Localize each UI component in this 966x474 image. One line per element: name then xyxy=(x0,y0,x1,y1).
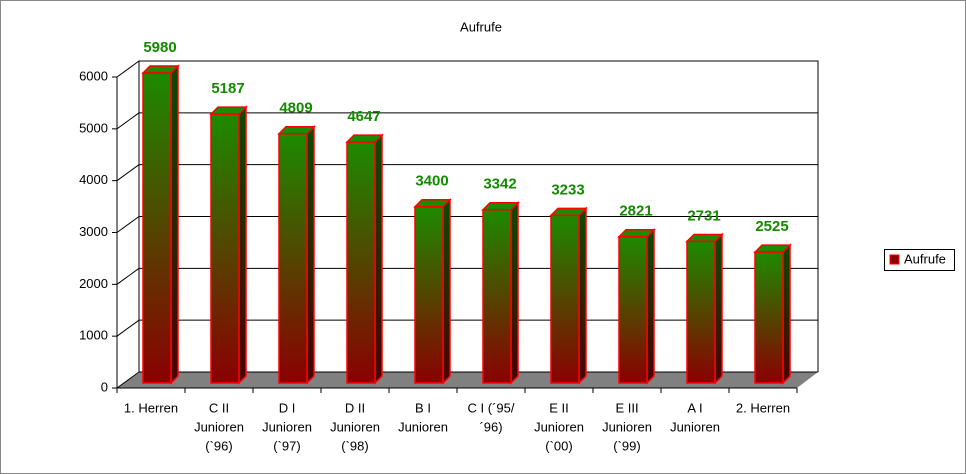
bar-side xyxy=(170,64,179,385)
x-tick-label: Junioren xyxy=(670,419,720,434)
bar xyxy=(346,141,376,384)
bar-top xyxy=(277,125,316,135)
y-tick-label: 1000 xyxy=(79,328,108,343)
y-tick-label: 3000 xyxy=(79,224,108,239)
y-tick-label: 0 xyxy=(101,379,108,394)
x-tick-label: ´96) xyxy=(479,419,502,434)
value-label: 3400 xyxy=(415,173,448,190)
x-tick-label: Junioren xyxy=(194,419,244,434)
bar-top xyxy=(685,233,724,243)
bar xyxy=(142,72,172,384)
chart-title: Aufrufe xyxy=(460,19,502,34)
y-tick-label: 2000 xyxy=(79,276,108,291)
y-tick-label: 6000 xyxy=(79,68,108,83)
y-tick-label: 4000 xyxy=(79,172,108,187)
x-tick-label: (`99) xyxy=(613,438,640,453)
value-label: 2525 xyxy=(755,218,788,235)
wall-line xyxy=(116,164,140,182)
legend xyxy=(884,249,955,271)
bar xyxy=(482,209,512,384)
bar xyxy=(414,206,444,384)
bar-top xyxy=(481,202,520,211)
bar-side xyxy=(442,197,451,385)
bar-top xyxy=(209,106,248,115)
x-tick-label: C II xyxy=(209,400,229,415)
bar xyxy=(686,240,716,384)
bar xyxy=(550,214,580,384)
x-tick-label: D II xyxy=(345,400,365,415)
wall-line xyxy=(116,60,140,78)
value-label: 3233 xyxy=(551,181,584,198)
bar-top xyxy=(413,199,452,208)
x-tick-label: E II xyxy=(549,400,569,415)
wall-line xyxy=(116,371,140,389)
x-tick-label: Junioren xyxy=(262,419,312,434)
x-tick-label: Junioren xyxy=(330,419,380,434)
x-tick-label: 2. Herren xyxy=(736,400,790,415)
wall-line xyxy=(116,216,140,233)
x-tick-label: (`98) xyxy=(341,438,368,453)
bar xyxy=(210,113,240,384)
legend-swatch xyxy=(889,254,900,265)
x-tick-label: (`96) xyxy=(205,438,232,453)
bar-top xyxy=(617,229,656,238)
bar-top xyxy=(141,65,180,74)
bar xyxy=(754,251,784,384)
legend-label: Aufrufe xyxy=(904,251,946,266)
x-tick-label: C I (´95/ xyxy=(468,400,515,415)
bar-side xyxy=(510,200,519,385)
x-tick-label: (`97) xyxy=(273,438,300,453)
value-label: 2731 xyxy=(687,207,720,224)
x-tick-label: (`00) xyxy=(545,438,572,453)
bar-side xyxy=(238,105,247,385)
bar-side xyxy=(578,206,587,385)
bar-top xyxy=(549,207,588,217)
wall-line xyxy=(116,112,140,130)
bar-side xyxy=(646,227,655,385)
x-tick-label: Junioren xyxy=(534,419,584,434)
x-tick-label: 1. Herren xyxy=(124,400,178,415)
bar-side xyxy=(306,124,315,385)
wall-line xyxy=(116,267,140,285)
value-label: 4809 xyxy=(279,100,312,117)
x-tick-label: E III xyxy=(615,400,638,415)
bar-top xyxy=(753,244,792,253)
wall-line xyxy=(116,319,140,337)
value-label: 4647 xyxy=(347,108,380,125)
value-label: 3342 xyxy=(483,176,516,193)
bar-side xyxy=(782,243,791,385)
y-tick-label: 5000 xyxy=(79,120,108,135)
value-label: 5187 xyxy=(211,80,244,97)
bar xyxy=(278,132,308,384)
bar-side xyxy=(714,232,723,385)
bar-top xyxy=(345,134,384,143)
value-label: 2821 xyxy=(619,203,652,220)
bar-side xyxy=(374,133,383,385)
x-tick-label: Junioren xyxy=(602,419,652,434)
x-tick-label: B I xyxy=(415,400,431,415)
x-tick-label: D I xyxy=(279,400,296,415)
x-tick-label: A I xyxy=(687,400,702,415)
bar xyxy=(618,236,648,384)
x-tick-label: Junioren xyxy=(398,419,448,434)
value-label: 5980 xyxy=(143,39,176,56)
